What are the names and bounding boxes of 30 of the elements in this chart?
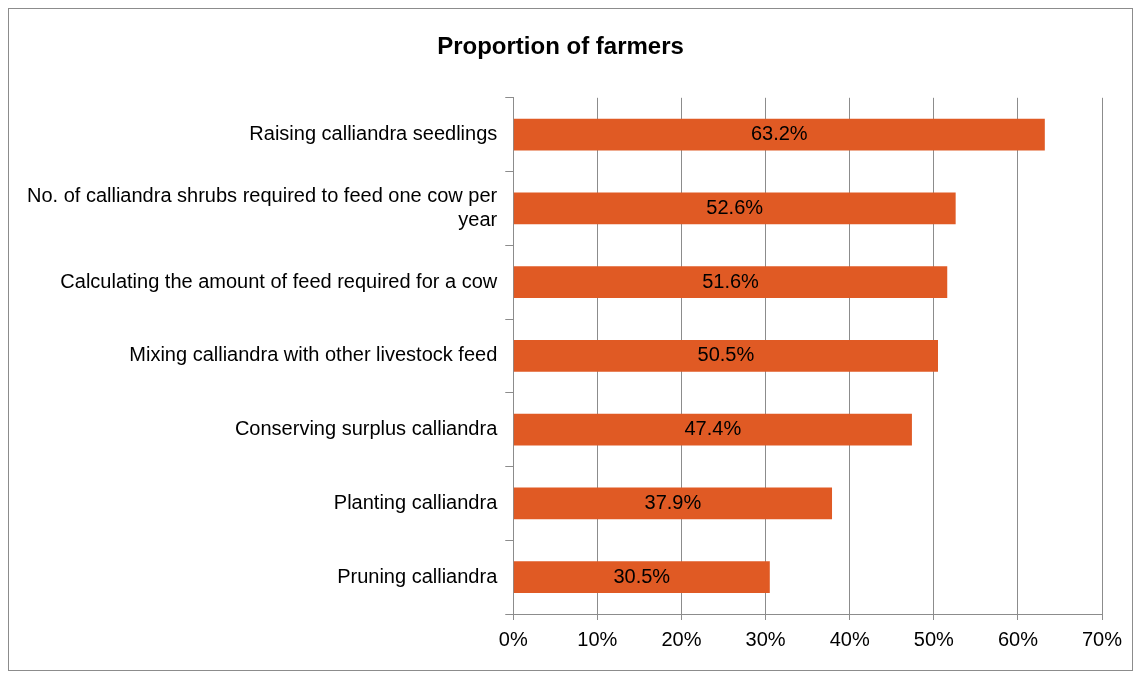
y-tick-label: Pruning calliandra	[337, 564, 499, 587]
bar	[513, 266, 948, 299]
data-label: 30.5%	[613, 564, 671, 587]
y-tick-label: No. of calliandra shrubs required to feed one cow per year	[26, 183, 498, 230]
chart-title: Proportion of farmers	[437, 32, 684, 60]
y-tick-label: Calculating the amount of feed required for a cow	[60, 269, 498, 292]
x-tick-label: 50%	[913, 627, 955, 650]
bar	[513, 192, 956, 225]
bar	[513, 413, 912, 446]
bar	[513, 118, 1045, 151]
y-tick-label: Mixing calliandra with other livestock feed	[129, 343, 498, 366]
x-tick-label: 10%	[577, 627, 618, 650]
x-tick-label: 40%	[829, 627, 870, 650]
data-label: 50.5%	[697, 343, 755, 366]
bar	[513, 340, 938, 372]
y-tick-label: Planting calliandra	[333, 490, 499, 513]
x-tick-label: 30%	[745, 627, 786, 650]
data-label: 47.4%	[684, 417, 742, 440]
x-tick-label: 70%	[1081, 627, 1123, 650]
data-label: 63.2%	[750, 122, 808, 145]
bar	[513, 487, 833, 520]
x-tick-label: 20%	[661, 627, 702, 650]
x-tick-label: 60%	[997, 627, 1039, 650]
x-tick-label: 0%	[498, 627, 528, 650]
data-label: 37.9%	[644, 490, 702, 513]
data-label: 51.6%	[702, 269, 760, 292]
y-tick-label: Conserving surplus calliandra	[234, 417, 499, 440]
data-label: 52.6%	[706, 195, 764, 218]
y-tick-label: Raising calliandra seedlings	[249, 122, 498, 145]
bar	[513, 561, 770, 593]
